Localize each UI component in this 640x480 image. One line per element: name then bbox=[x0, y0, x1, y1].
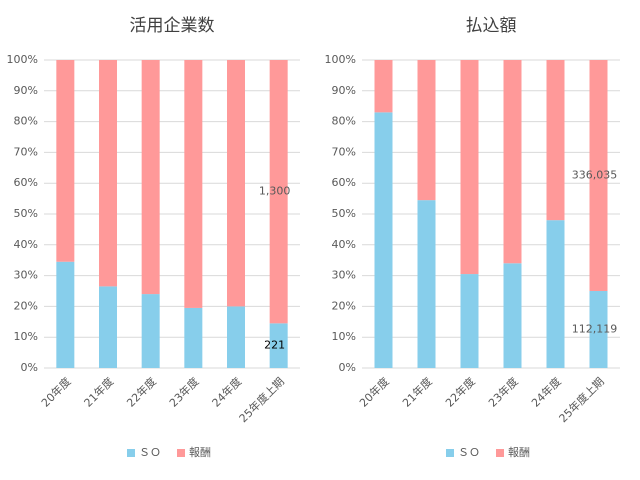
y-tick-label: 80% bbox=[332, 115, 356, 128]
x-tick-label: 22年度 bbox=[442, 374, 477, 409]
bar-segment bbox=[269, 60, 288, 324]
chart-title: 払込額 bbox=[466, 16, 517, 36]
x-tick-label: 24年度 bbox=[209, 374, 244, 409]
annotation: 221 bbox=[264, 339, 285, 352]
legend-label: 報酬 bbox=[189, 446, 211, 459]
annotation: 112,119 bbox=[572, 323, 618, 336]
legend-swatch bbox=[496, 449, 504, 457]
bar-segment bbox=[269, 323, 288, 368]
y-tick-label: 60% bbox=[332, 176, 356, 189]
y-tick-label: 0% bbox=[21, 361, 38, 374]
y-tick-label: 100% bbox=[325, 53, 356, 66]
x-tick-label: 20年度 bbox=[356, 374, 391, 409]
y-tick-label: 10% bbox=[332, 330, 356, 343]
bar-segment bbox=[417, 60, 436, 201]
y-tick-label: 60% bbox=[14, 176, 38, 189]
bar-segment bbox=[460, 274, 479, 368]
bar-segment bbox=[589, 60, 608, 291]
bar-segment bbox=[99, 60, 117, 287]
y-tick-label: 100% bbox=[7, 53, 38, 66]
bar-segment bbox=[99, 286, 117, 368]
bar-segment bbox=[589, 291, 608, 368]
bar-segment bbox=[141, 60, 160, 295]
y-tick-label: 20% bbox=[332, 299, 356, 312]
bar-segment bbox=[141, 294, 160, 368]
bar-segment bbox=[184, 60, 203, 308]
annotation: 1,300 bbox=[259, 185, 291, 198]
bar-segment bbox=[184, 307, 203, 368]
x-tick-label: 24年度 bbox=[528, 374, 563, 409]
y-tick-label: 10% bbox=[14, 330, 38, 343]
y-tick-label: 0% bbox=[339, 361, 356, 374]
y-tick-label: 90% bbox=[332, 84, 356, 97]
legend-label: ＳＯ bbox=[139, 446, 161, 459]
y-tick-label: 90% bbox=[14, 84, 38, 97]
y-tick-label: 50% bbox=[14, 207, 38, 220]
bar-segment bbox=[546, 60, 565, 221]
legend-swatch bbox=[177, 449, 185, 457]
y-tick-label: 20% bbox=[14, 299, 38, 312]
y-tick-label: 70% bbox=[14, 145, 38, 158]
y-tick-label: 50% bbox=[332, 207, 356, 220]
annotation: 336,035 bbox=[572, 169, 618, 182]
legend-swatch bbox=[127, 449, 135, 457]
bar-segment bbox=[503, 263, 522, 368]
x-tick-label: 23年度 bbox=[166, 374, 201, 409]
chart-title: 活用企業数 bbox=[130, 16, 215, 36]
x-tick-label: 25年度上期 bbox=[236, 374, 287, 425]
bar-segment bbox=[546, 220, 565, 368]
y-tick-label: 70% bbox=[332, 145, 356, 158]
bar-segment bbox=[374, 112, 393, 368]
x-tick-label: 20年度 bbox=[38, 374, 73, 409]
y-tick-label: 40% bbox=[14, 238, 38, 251]
y-tick-label: 30% bbox=[332, 269, 356, 282]
legend-swatch bbox=[446, 449, 454, 457]
y-tick-label: 40% bbox=[332, 238, 356, 251]
bar-segment bbox=[227, 60, 245, 307]
bar-segment bbox=[503, 60, 522, 264]
x-tick-label: 25年度上期 bbox=[556, 374, 607, 425]
bar-segment bbox=[227, 306, 245, 368]
bar-segment bbox=[417, 200, 436, 368]
bar-segment bbox=[374, 60, 393, 113]
y-tick-label: 80% bbox=[14, 115, 38, 128]
x-tick-label: 21年度 bbox=[81, 374, 116, 409]
x-tick-label: 23年度 bbox=[485, 374, 520, 409]
y-tick-label: 30% bbox=[14, 269, 38, 282]
legend-label: ＳＯ bbox=[458, 446, 480, 459]
bar-segment bbox=[56, 261, 75, 368]
bar-segment bbox=[460, 60, 479, 275]
bar-segment bbox=[56, 60, 75, 262]
x-tick-label: 22年度 bbox=[124, 374, 159, 409]
x-tick-label: 21年度 bbox=[399, 374, 434, 409]
legend-label: 報酬 bbox=[508, 446, 530, 459]
